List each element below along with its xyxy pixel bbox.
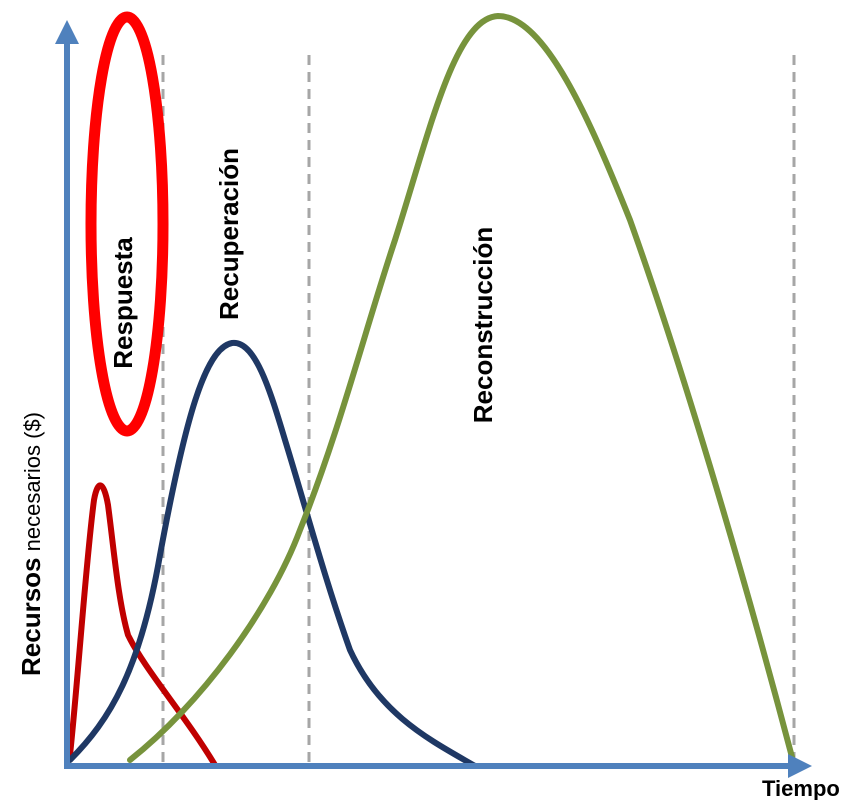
label-recuperacion: Recuperación (214, 148, 244, 320)
y-axis-label: Recursos necesarios ($) (16, 412, 46, 676)
axes (55, 20, 812, 778)
curve-response (67, 482, 218, 768)
curve-reconstruction (127, 13, 795, 763)
y-axis-label-main: Recursos (16, 558, 46, 677)
label-reconstruccion: Reconstrucción (468, 227, 498, 424)
x-axis-label: Tiempo (762, 776, 840, 800)
response-highlight-ellipse (85, 11, 169, 437)
curve-recovery (67, 339, 478, 769)
label-respuesta: Respuesta (108, 237, 138, 369)
y-axis-label-rest: necesarios ($) (20, 412, 45, 558)
x-axis-arrowhead (788, 754, 812, 778)
y-axis-arrowhead (55, 20, 79, 44)
